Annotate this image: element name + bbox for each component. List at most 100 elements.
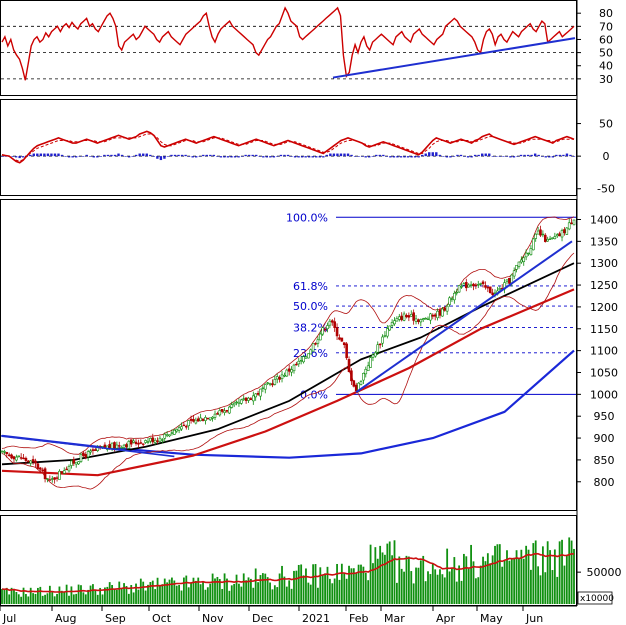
volume-bar: [216, 576, 219, 604]
volume-bar: [314, 564, 317, 604]
candlestick: [168, 434, 171, 437]
x-tick-label: Feb: [349, 612, 368, 625]
volume-bar: [412, 583, 415, 604]
volume-bar: [319, 567, 322, 604]
macd-histogram-bar: [187, 156, 191, 157]
candlestick: [292, 364, 296, 372]
macd-histogram-bar: [459, 154, 463, 157]
macd-histogram-bar: [343, 153, 346, 157]
macd-histogram-bar: [4, 156, 7, 157]
candlestick: [213, 413, 217, 418]
candlestick: [256, 392, 260, 395]
candlestick: [74, 461, 78, 465]
macd-histogram-bar: [368, 156, 371, 158]
ma100-line: [1, 288, 575, 477]
volume-bar: [96, 594, 99, 604]
candlestick: [216, 413, 219, 415]
volume-bar: [338, 579, 341, 604]
candlestick: [534, 233, 538, 239]
macd-histogram-bar: [410, 156, 413, 158]
candlestick: [0, 450, 4, 453]
volume-bar: [403, 571, 405, 604]
volume-bar: [171, 577, 173, 604]
candlestick: [115, 444, 119, 449]
macd-histogram-bar: [127, 156, 131, 158]
volume-bar: [41, 595, 44, 604]
macd-histogram-bar: [46, 153, 50, 157]
candlestick: [149, 438, 152, 442]
volume-bar: [82, 592, 85, 604]
volume-bar: [154, 589, 157, 604]
macd-histogram-bar: [255, 154, 258, 157]
volume-bar: [221, 588, 224, 604]
candlestick: [22, 457, 25, 460]
volume-bar: [343, 573, 346, 604]
volume-bar: [391, 555, 394, 604]
volume-bar: [228, 590, 231, 604]
candlestick: [476, 284, 480, 286]
candlestick: [424, 317, 427, 320]
candlestick: [333, 321, 336, 328]
candlestick: [314, 343, 317, 345]
volume-bar: [257, 582, 259, 604]
volume-unit-label: x10000: [580, 594, 614, 604]
volume-bar: [142, 581, 145, 604]
volume-bar: [362, 566, 365, 604]
macd-histogram-bar: [170, 154, 173, 157]
macd-histogram-bar: [466, 156, 470, 158]
macd-histogram-bar: [392, 156, 396, 158]
rsi-tick-label: 30: [599, 73, 613, 86]
x-tick-label: Oct: [152, 612, 172, 625]
candlestick: [247, 397, 250, 401]
candlestick: [192, 418, 195, 422]
candlestick: [508, 278, 511, 284]
macd-histogram-bar: [495, 156, 498, 157]
volume-bar: [541, 546, 544, 604]
macd-histogram-bar: [332, 153, 336, 157]
macd-histogram-bar: [445, 156, 449, 158]
volume-bar: [190, 583, 192, 604]
macd-histogram-bar: [159, 156, 163, 161]
candlestick: [235, 401, 238, 404]
macd-histogram-bar: [124, 156, 127, 157]
volume-bar: [269, 582, 271, 604]
candlestick: [563, 229, 566, 234]
volume-bar: [187, 587, 190, 604]
price-tick-label: 1350: [590, 235, 618, 248]
volume-bar: [553, 549, 556, 604]
x-tick-label: May: [480, 612, 503, 625]
volume-bar: [405, 555, 408, 604]
candlestick: [211, 416, 214, 419]
volume-bar: [214, 578, 216, 604]
candlestick: [50, 478, 54, 480]
volume-bar: [254, 568, 257, 604]
macd-histogram-bar: [480, 153, 484, 157]
macd-histogram-bar: [371, 156, 374, 157]
x-tick-label: Aug: [55, 612, 76, 625]
candlestick: [220, 409, 224, 412]
volume-bar: [453, 557, 456, 604]
candlestick: [165, 434, 169, 437]
candlestick: [137, 443, 140, 445]
volume-bar: [441, 574, 444, 604]
volume-bar: [434, 569, 437, 604]
volume-bar: [305, 568, 307, 604]
candlestick: [491, 292, 494, 296]
volume-bar: [199, 584, 202, 604]
macd-histogram-bar: [272, 156, 276, 158]
volume-bar: [307, 582, 310, 604]
volume-bar: [271, 589, 274, 604]
macd-histogram-bar: [117, 153, 120, 157]
volume-bar: [568, 537, 571, 604]
candlestick: [469, 284, 473, 286]
volume-bar: [439, 569, 441, 604]
candlestick: [41, 469, 44, 472]
fibonacci-level-label: 100.0%: [286, 211, 328, 224]
macd-histogram-bar: [329, 153, 332, 157]
candlestick: [553, 236, 557, 240]
price-tick-label: 1100: [590, 345, 618, 358]
volume-bar: [393, 540, 396, 604]
volume-bar: [369, 544, 372, 604]
volume-bar: [331, 583, 334, 604]
volume-bar: [166, 582, 169, 604]
